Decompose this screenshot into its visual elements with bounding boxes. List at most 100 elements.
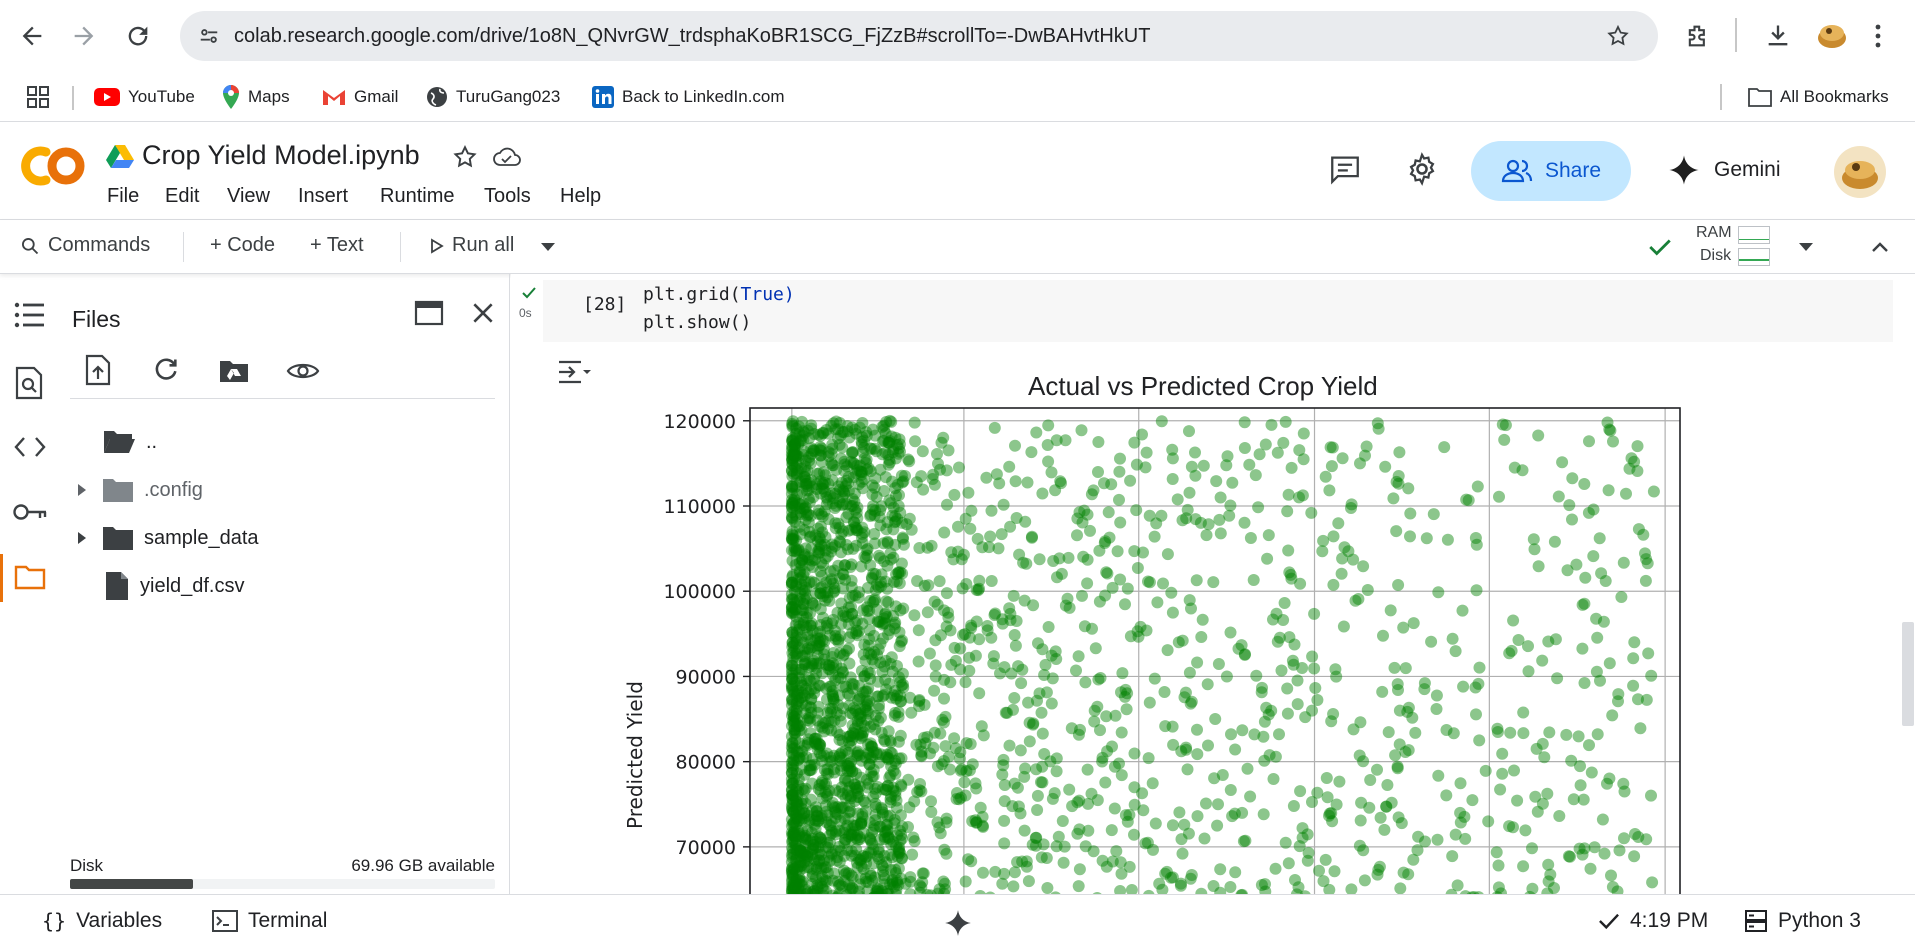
run-all-button[interactable]: Run all (430, 234, 514, 257)
mount-drive-icon[interactable] (218, 358, 250, 384)
close-icon[interactable] (470, 300, 496, 326)
scatter-point (866, 503, 879, 516)
scatter-point (824, 565, 837, 578)
scatter-point (892, 846, 905, 859)
back-icon[interactable] (18, 22, 46, 50)
scatter-point (820, 616, 833, 629)
bookmark-turugang[interactable]: TuruGang023 (426, 84, 560, 110)
star-icon[interactable] (452, 144, 478, 170)
scatter-point (787, 885, 800, 894)
bookmark-youtube[interactable]: YouTube (94, 84, 195, 110)
scatter-point (928, 595, 941, 608)
menu-tools[interactable]: Tools (484, 185, 531, 207)
ram-usage-meter[interactable] (1738, 226, 1770, 244)
apps-grid-icon[interactable] (26, 85, 50, 109)
scatter-point (846, 871, 859, 884)
file-row-parent[interactable]: .. (102, 424, 157, 460)
share-button[interactable]: Share (1471, 141, 1631, 201)
bookmark-linkedin[interactable]: Back to LinkedIn.com (592, 84, 785, 110)
browser-menu-icon[interactable] (1872, 22, 1884, 50)
connected-check-icon[interactable] (1646, 234, 1674, 260)
run-options-dropdown-icon[interactable] (540, 242, 556, 252)
open-in-tab-icon[interactable] (414, 300, 444, 326)
scrollbar-thumb[interactable] (1902, 622, 1914, 726)
scatter-point (813, 832, 826, 845)
menu-insert[interactable]: Insert (298, 185, 349, 207)
address-bar[interactable]: colab.research.google.com/drive/1o8N_QNv… (180, 11, 1658, 61)
disk-usage-meter[interactable] (1738, 248, 1770, 266)
scatter-point (825, 573, 838, 586)
google-drive-icon[interactable] (106, 144, 134, 168)
terminal-button[interactable]: Terminal (212, 909, 327, 933)
code-line-2[interactable]: plt.show() (643, 312, 751, 333)
last-run-time[interactable]: 4:19 PM (1598, 909, 1708, 933)
scatter-point (963, 764, 976, 777)
files-folder-icon[interactable] (14, 564, 46, 590)
gemini-sparkle-icon[interactable] (944, 909, 972, 937)
scatter-point (836, 567, 849, 580)
variables-button[interactable]: {} Variables (42, 909, 162, 933)
bookmark-label: Gmail (354, 87, 399, 106)
scatter-point (954, 746, 967, 759)
comments-icon[interactable] (1328, 152, 1362, 186)
secrets-key-icon[interactable] (12, 502, 48, 522)
extensions-icon[interactable] (1684, 22, 1712, 50)
menu-edit[interactable]: Edit (165, 185, 200, 207)
scatter-point (869, 723, 882, 736)
cloud-saved-icon[interactable] (492, 144, 522, 170)
settings-gear-icon[interactable] (1405, 152, 1439, 186)
notebook-title[interactable]: Crop Yield Model.ipynb (142, 140, 420, 170)
colab-logo[interactable] (20, 144, 86, 188)
download-icon[interactable] (1764, 22, 1792, 50)
table-of-contents-icon[interactable] (14, 300, 46, 330)
upload-file-icon[interactable] (84, 354, 112, 386)
scatter-point (811, 632, 824, 645)
code-cell[interactable]: [28] plt.grid(True) plt.show() (543, 280, 1893, 342)
scatter-point (794, 566, 806, 579)
menu-help[interactable]: Help (560, 185, 602, 207)
scatter-point (838, 812, 851, 825)
site-info-icon[interactable] (198, 25, 220, 47)
reload-icon[interactable] (124, 22, 152, 50)
add-code-button[interactable]: + Code (210, 234, 275, 257)
scatter-point (806, 561, 819, 573)
all-bookmarks-button[interactable]: All Bookmarks (1748, 84, 1889, 110)
bookmark-maps[interactable]: Maps (222, 84, 290, 110)
show-hidden-eye-icon[interactable] (286, 360, 320, 382)
scatter-point (849, 849, 862, 862)
resources-dropdown-icon[interactable] (1798, 242, 1814, 252)
runtime-type[interactable]: Python 3 (1744, 909, 1861, 933)
forward-icon[interactable] (70, 22, 98, 50)
scatter-point (801, 824, 814, 837)
profile-avatar-icon[interactable] (1815, 18, 1849, 52)
gemini-button[interactable]: Gemini (1668, 154, 1781, 186)
commands-button[interactable]: Commands (20, 234, 150, 257)
scatter-point (1185, 869, 1198, 881)
scatter-point (791, 789, 804, 802)
menu-file[interactable]: File (107, 185, 140, 207)
code-line-1[interactable]: plt.grid(True) (643, 284, 795, 305)
scatter-point (873, 511, 886, 524)
user-avatar[interactable] (1834, 146, 1886, 198)
scatter-point (802, 492, 815, 505)
scatter-point (1009, 639, 1022, 652)
scatter-point (894, 604, 907, 617)
scatter-point (808, 672, 821, 685)
file-row-config[interactable]: .config (72, 472, 203, 508)
menu-runtime[interactable]: Runtime (380, 185, 455, 207)
file-row-sample-data[interactable]: sample_data (72, 520, 259, 556)
code-snippets-icon[interactable] (14, 436, 46, 458)
scatter-point (847, 457, 860, 469)
find-replace-icon[interactable] (14, 366, 44, 400)
output-toggle-icon[interactable] (557, 358, 591, 386)
scatter-point (1099, 776, 1112, 789)
refresh-icon[interactable] (152, 356, 180, 384)
bookmark-gmail[interactable]: Gmail (322, 84, 398, 110)
scatter-point (785, 577, 798, 589)
scatter-point (834, 878, 847, 891)
collapse-chevron-up-icon[interactable] (1868, 236, 1892, 260)
file-row-yield-csv[interactable]: yield_df.csv (104, 568, 245, 604)
menu-view[interactable]: View (227, 185, 270, 207)
add-text-button[interactable]: + Text (310, 234, 364, 257)
bookmark-star-icon[interactable] (1606, 24, 1630, 48)
